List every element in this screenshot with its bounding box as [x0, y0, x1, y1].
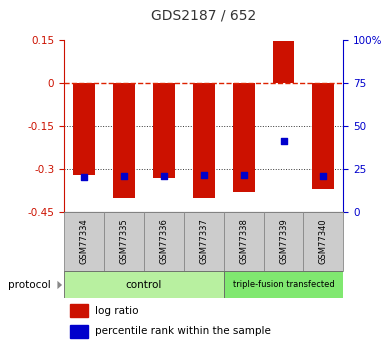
Text: GSM77340: GSM77340	[319, 219, 328, 264]
Bar	[272, 41, 294, 83]
Bar	[64, 212, 104, 271]
Bar	[303, 212, 343, 271]
Bar	[69, 304, 88, 317]
Text: log ratio: log ratio	[95, 306, 138, 316]
Text: GSM77337: GSM77337	[199, 219, 208, 264]
Bar	[263, 212, 303, 271]
Bar	[153, 83, 175, 178]
Text: GSM77338: GSM77338	[239, 219, 248, 264]
Bar	[64, 271, 223, 298]
Text: protocol: protocol	[8, 280, 50, 290]
Bar	[223, 212, 263, 271]
Bar	[113, 83, 135, 198]
Bar	[144, 212, 184, 271]
Point	[201, 172, 207, 178]
Bar	[104, 212, 144, 271]
Text: GDS2187 / 652: GDS2187 / 652	[151, 9, 256, 23]
Point	[161, 173, 167, 179]
Bar	[69, 325, 88, 338]
Text: percentile rank within the sample: percentile rank within the sample	[95, 326, 270, 336]
Text: GSM77335: GSM77335	[120, 219, 128, 264]
Point	[81, 174, 87, 179]
Bar	[233, 83, 255, 192]
Bar	[184, 212, 223, 271]
Polygon shape	[57, 281, 62, 289]
Point	[241, 172, 247, 178]
Text: GSM77334: GSM77334	[80, 219, 88, 264]
Point	[320, 173, 327, 179]
Text: GSM77339: GSM77339	[279, 219, 288, 264]
Point	[121, 173, 127, 179]
Bar	[223, 271, 343, 298]
Text: GSM77336: GSM77336	[159, 219, 168, 264]
Bar	[193, 83, 215, 198]
Text: triple-fusion transfected: triple-fusion transfected	[233, 280, 334, 289]
Text: control: control	[126, 280, 162, 289]
Point	[281, 139, 287, 144]
Bar	[312, 83, 334, 189]
Bar	[73, 83, 95, 175]
